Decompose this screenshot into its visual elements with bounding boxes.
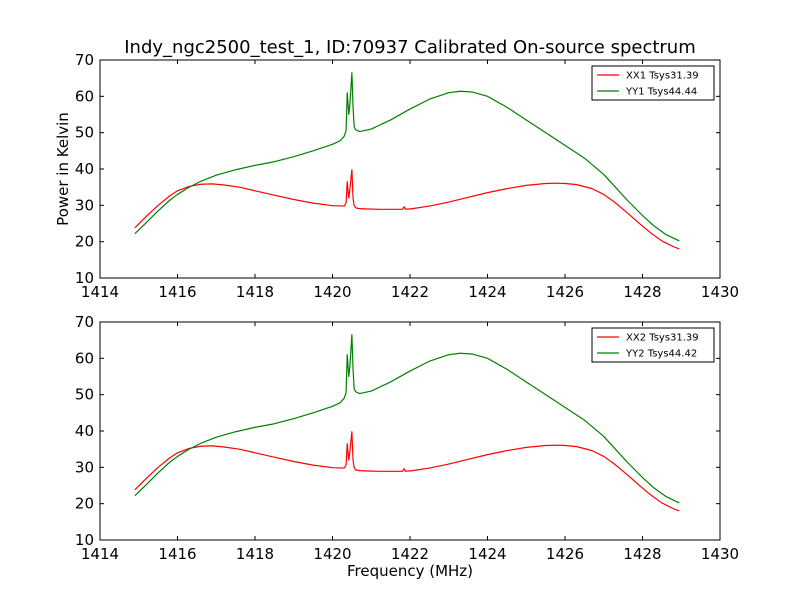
y-tick-label: 60	[75, 87, 94, 105]
y-tick-label: 70	[75, 313, 94, 331]
legend: XX2 Tsys31.39 YY2 Tsys44.42	[591, 327, 715, 363]
legend-label: XX2 Tsys31.39	[626, 333, 699, 344]
y-tick-label: 50	[75, 124, 94, 142]
x-tick-label: 1414	[81, 545, 119, 563]
x-tick-label: 1428	[623, 283, 661, 301]
x-tick-label: 1422	[391, 545, 429, 563]
y-tick-label: 10	[75, 269, 94, 287]
series-line-yy2	[134, 334, 680, 504]
y-tick-label: 10	[75, 531, 94, 549]
legend-label: XX1 Tsys31.39	[626, 71, 699, 82]
y-axis-label: Power in Kelvin	[54, 112, 72, 226]
y-tick-label: 20	[75, 233, 94, 251]
x-tick-label: 1430	[701, 283, 739, 301]
chart-title: Indy_ngc2500_test_1, ID:70937 Calibrated…	[124, 37, 696, 58]
chart-panel-1: 1414 1416 1418 1420 1422 1424 1426 1428 1430 10 20…	[54, 51, 739, 301]
x-tick-label: 1418	[236, 283, 274, 301]
y-tick-label: 40	[75, 160, 94, 178]
y-tick-label: 50	[75, 386, 94, 404]
axes-frame	[99, 59, 721, 279]
legend-label: YY2 Tsys44.42	[625, 349, 697, 360]
legend-box	[591, 327, 715, 363]
x-tick-label: 1420	[313, 545, 351, 563]
x-tick-label: 1424	[468, 545, 506, 563]
x-tick-label: 1420	[313, 283, 351, 301]
y-tick-label: 60	[75, 349, 94, 367]
y-tick-label: 20	[75, 495, 94, 513]
legend-label: YY1 Tsys44.44	[625, 87, 697, 98]
x-tick-label: 1418	[236, 545, 274, 563]
x-tick-label: 1416	[158, 545, 196, 563]
chart-panel-2: 1414 1416 1418 1420 1422 1424 1426 1428 1430 10 20…	[75, 313, 739, 580]
x-tick-label: 1428	[623, 545, 661, 563]
x-axis-label: Frequency (MHz)	[347, 562, 473, 580]
series-line-xx2	[134, 431, 680, 512]
series-line-yy1	[134, 72, 680, 242]
x-tick-label: 1424	[468, 283, 506, 301]
x-tick-label: 1414	[81, 283, 119, 301]
y-tick-label: 40	[75, 422, 94, 440]
series-line-xx1	[134, 169, 680, 250]
x-tick-label: 1426	[546, 545, 584, 563]
legend-box	[591, 65, 715, 101]
axes-frame	[99, 321, 721, 541]
x-tick-label: 1426	[546, 283, 584, 301]
y-tick-label: 30	[75, 458, 94, 476]
x-tick-label: 1422	[391, 283, 429, 301]
x-tick-label: 1416	[158, 283, 196, 301]
x-tick-label: 1430	[701, 545, 739, 563]
legend: XX1 Tsys31.39 YY1 Tsys44.44	[591, 65, 715, 101]
y-tick-label: 70	[75, 51, 94, 69]
y-tick-label: 30	[75, 196, 94, 214]
